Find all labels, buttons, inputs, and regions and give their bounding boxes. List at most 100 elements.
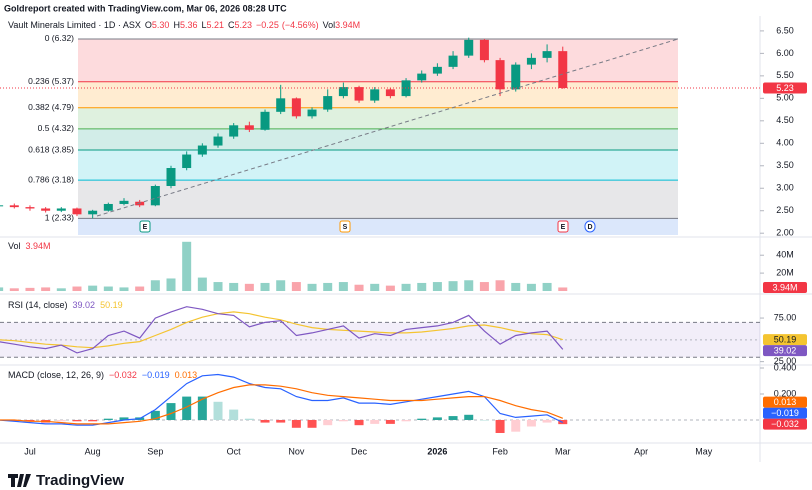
candle-body (495, 60, 505, 90)
candle-body (25, 207, 35, 209)
candle-body (135, 201, 145, 206)
histogram-bar (338, 419, 348, 422)
volume-bar (276, 280, 286, 291)
legend-item: 3.94M (335, 20, 360, 30)
candle-body (182, 154, 192, 169)
fib-label: 0 (6.32) (45, 33, 74, 43)
histogram-bar (119, 417, 129, 420)
price-tag (763, 396, 807, 408)
legend-item: O (145, 20, 152, 30)
histogram-bar (495, 419, 505, 433)
volume-bar (338, 282, 348, 291)
candle-body (558, 51, 568, 88)
volume-pane (0, 241, 568, 291)
overlay: 0 (6.32) 0.236 (5.37) 0.382 (4.79) 0.5 (4.3… (8, 20, 807, 456)
histogram-bar (432, 417, 442, 420)
legend-item: (−4.56%) (282, 20, 319, 30)
volume-bar (432, 282, 442, 291)
histogram-bar (323, 419, 333, 426)
candle-body (72, 208, 82, 215)
volume-bar (448, 281, 458, 291)
volume-bar (464, 280, 474, 291)
event-label: D (587, 224, 592, 231)
legend-item: Vol (323, 20, 336, 30)
volume-bar (119, 287, 129, 291)
legend-item: C (228, 20, 235, 30)
candle-body (370, 89, 380, 101)
volume-bar (495, 280, 505, 291)
volume-bar (354, 284, 364, 291)
rsi-line (0, 306, 564, 354)
candle-body (526, 57, 536, 65)
volume-bar (558, 287, 568, 291)
y-tick-label: 6.50 (776, 25, 794, 35)
y-tick-label: 2.00 (776, 228, 794, 238)
x-tick-label: Mar (555, 446, 571, 456)
volume-bar (323, 282, 333, 291)
histogram-bar (88, 419, 98, 422)
histogram-bar (213, 401, 223, 420)
candle-body (511, 64, 521, 90)
volume-bar (41, 287, 51, 291)
volume-bar (182, 241, 192, 291)
candle-body (432, 66, 442, 74)
x-tick-label: Apr (634, 446, 648, 456)
candle-body (103, 203, 113, 211)
volume-bar (9, 288, 19, 291)
candle-body (307, 109, 317, 117)
legend-item: 5.21 (206, 20, 224, 30)
volume-bar (542, 282, 552, 291)
volume-bar (166, 278, 176, 291)
volume-bar (135, 286, 145, 291)
histogram-bar (197, 396, 207, 420)
legend-item: L (201, 20, 206, 30)
fib-label: 0.382 (4.79) (28, 102, 74, 112)
fib-zone (78, 128, 678, 151)
brand-logo (8, 474, 31, 487)
volume-bar (417, 282, 427, 291)
y-tick-label: 0.400 (774, 362, 797, 372)
trend-line (96, 38, 679, 217)
legend-item: −0.019 (142, 370, 170, 380)
price-tag (763, 418, 807, 430)
y-tick-label: 2.50 (776, 205, 794, 215)
candle-body (542, 51, 552, 58)
macd-line (0, 384, 564, 425)
candle-body (119, 200, 129, 204)
y-tick-label: 25.00 (774, 356, 797, 366)
fib-label: 0.618 (3.85) (28, 144, 74, 154)
histogram-bar (72, 419, 82, 422)
y-tick-label: 4.00 (776, 138, 794, 148)
price-tag (763, 82, 807, 94)
histogram-bar (103, 418, 113, 420)
histogram-bar (291, 419, 301, 428)
legend-item: MACD (close, 12, 26, 9) (8, 370, 104, 380)
x-tick-label: Nov (288, 446, 305, 456)
volume-bar (56, 288, 66, 291)
histogram-bar (182, 396, 192, 420)
histogram-bar (448, 416, 458, 420)
y-tick-label: 4.50 (776, 115, 794, 125)
y-tick-label: 6.00 (776, 48, 794, 58)
legend-item: H (173, 20, 180, 30)
volume-bar (370, 283, 380, 291)
y-tick-label: 5.00 (776, 93, 794, 103)
histogram-bar (276, 419, 286, 423)
candle-body (479, 39, 489, 61)
candle-body (166, 168, 176, 186)
legend-item: 3.94M (26, 241, 51, 251)
volume-bar (88, 285, 98, 291)
candle-body (323, 96, 333, 110)
y-tick-label: 75.00 (774, 312, 797, 322)
x-tick-label: Sep (147, 446, 163, 456)
candle-body (56, 208, 66, 211)
y-tick-label: 3.00 (776, 183, 794, 193)
volume-bar (291, 282, 301, 291)
volume-bar (511, 282, 521, 291)
candle-body (385, 89, 395, 97)
volume-bar (401, 283, 411, 291)
x-tick-label: May (695, 446, 713, 456)
price-tag-label: −0.019 (771, 408, 799, 418)
volume-bar (213, 282, 223, 291)
histogram-bar (511, 419, 521, 432)
